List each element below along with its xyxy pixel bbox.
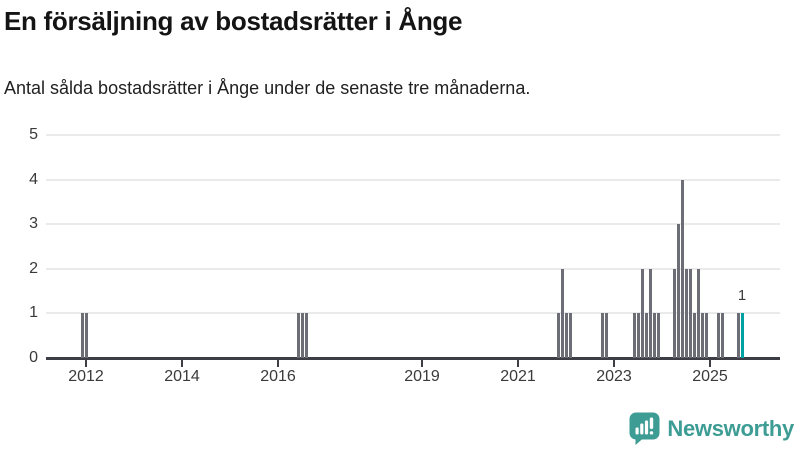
gridline [46, 267, 780, 270]
x-tick-mark [277, 360, 279, 367]
bar [657, 313, 660, 358]
x-axis-line [46, 357, 780, 360]
bar [717, 313, 720, 358]
bar [705, 313, 708, 358]
bar [641, 268, 644, 358]
bar [689, 268, 692, 358]
x-tick-mark [709, 360, 711, 367]
brand-name: Newsworthy [667, 416, 794, 441]
x-tick-mark [181, 360, 183, 367]
brand-footer: Newsworthy [629, 411, 794, 447]
bar [85, 313, 88, 358]
bar [737, 313, 740, 358]
bar [601, 313, 604, 358]
bar [633, 313, 636, 358]
gridline [46, 312, 780, 315]
bar [681, 179, 684, 358]
bar [81, 313, 84, 358]
bar [605, 313, 608, 358]
bar [685, 268, 688, 358]
x-axis-label: 2019 [404, 368, 440, 385]
x-axis-label: 2025 [692, 368, 728, 385]
y-axis-label: 0 [29, 349, 38, 366]
bar [305, 313, 308, 358]
y-axis-label: 3 [29, 215, 38, 233]
y-axis-label: 4 [29, 170, 38, 188]
bar [557, 313, 560, 358]
bar [301, 313, 304, 358]
x-tick-mark [613, 360, 615, 367]
bar [693, 313, 696, 358]
y-axis-label: 1 [29, 304, 38, 322]
chart-subtitle: Antal sålda bostadsrätter i Ånge under d… [4, 78, 531, 98]
bar [673, 268, 676, 358]
bar [637, 313, 640, 358]
bar [697, 268, 700, 358]
x-tick-mark [421, 360, 423, 367]
x-axis-label: 2012 [68, 368, 104, 385]
x-axis-label: 2014 [164, 368, 200, 385]
gridline [46, 178, 780, 181]
bar [565, 313, 568, 358]
x-axis-label: 2021 [500, 368, 536, 385]
bar [653, 313, 656, 358]
bar [297, 313, 300, 358]
y-axis-label: 5 [29, 126, 38, 143]
gridline [46, 223, 780, 226]
x-tick-mark [85, 360, 87, 367]
page-title: En försäljning av bostadsrätter i Ånge [4, 6, 463, 36]
bar [561, 268, 564, 358]
gridline [46, 134, 780, 136]
bar [569, 313, 572, 358]
bar [701, 313, 704, 358]
bar [721, 313, 724, 358]
x-axis-label: 2016 [260, 368, 296, 385]
newsworthy-logo-icon [629, 412, 660, 446]
bar-value-label: 1 [737, 287, 747, 305]
y-axis-label: 2 [29, 259, 38, 277]
x-tick-mark [517, 360, 519, 367]
bar [645, 313, 648, 358]
bar [677, 224, 680, 358]
highlight-bar [741, 313, 744, 358]
bar [649, 268, 652, 358]
bar-chart: 0 1 2 3 4 5 2012 2014 2016 2019 2021 2023 2025 1 [29, 126, 780, 385]
x-axis-label: 2023 [596, 368, 632, 385]
